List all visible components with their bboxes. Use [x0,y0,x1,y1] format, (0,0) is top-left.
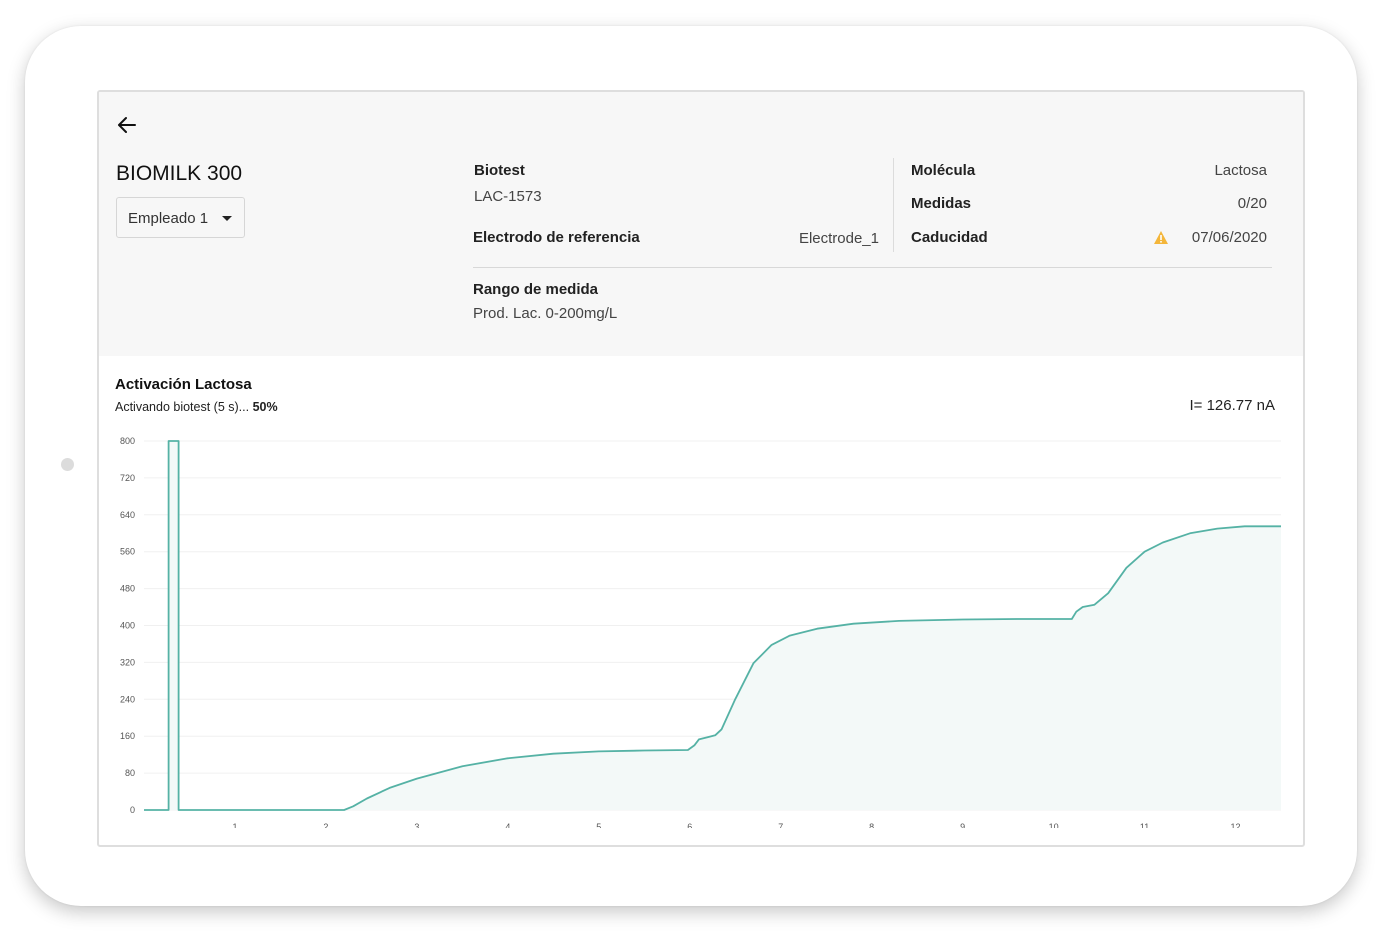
camera-dot [61,458,74,471]
header-panel: BIOMILK 300 Empleado 1 Biotest LAC-1573 … [99,92,1303,356]
y-tick-label: 480 [120,584,135,594]
x-tick-label: 11 [1140,822,1149,828]
x-tick-label: 3 [414,822,419,828]
activation-title: Activación Lactosa [115,376,252,393]
x-tick-label: 5 [596,822,601,828]
electrode-value: Electrode_1 [798,230,879,247]
range-value: Prod. Lac. 0-200mg/L [473,305,618,322]
vertical-divider [893,158,894,252]
y-tick-label: 80 [125,768,135,778]
employee-select-value: Empleado 1 [128,210,209,227]
expiry-label: Caducidad [911,229,988,246]
activation-progress: 50% [252,400,278,414]
x-tick-label: 8 [869,822,874,828]
measures-value: 0/20 [1237,195,1267,212]
y-tick-label: 800 [120,436,135,446]
y-tick-label: 560 [120,547,135,557]
series-line [144,440,1281,811]
x-tick-label: 6 [687,822,692,828]
range-label: Rango de medida [473,281,599,298]
molecule-label: Molécula [911,162,976,179]
current-readout: I= 126.77 nA [1189,397,1276,414]
x-tick-label: 9 [960,822,965,828]
x-tick-label: 10 [1049,822,1059,828]
electrode-label: Electrodo de referencia [473,229,640,246]
biotest-label: Biotest [474,162,525,179]
employee-select[interactable]: Empleado 1 [116,197,245,238]
caret-down-icon [222,216,232,221]
expiry-value: 07/06/2020 [1191,229,1267,246]
y-tick-label: 320 [120,657,135,667]
y-tick-label: 0 [130,805,135,815]
x-tick-label: 2 [323,822,328,828]
warning-icon [1154,231,1168,244]
y-tick-label: 400 [120,621,135,631]
measures-label: Medidas [911,195,972,212]
activation-status: Activando biotest (5 s)... 50% [115,400,278,414]
y-tick-label: 240 [120,694,135,704]
app-screen: BIOMILK 300 Empleado 1 Biotest LAC-1573 … [97,90,1305,847]
x-tick-label: 1 [232,822,237,828]
x-tick-label: 4 [505,822,510,828]
y-tick-label: 720 [120,473,135,483]
y-tick-label: 160 [120,731,135,741]
arrow-left-icon[interactable] [115,114,139,136]
biotest-value: LAC-1573 [474,188,542,205]
x-tick-label: 7 [778,822,783,828]
x-tick-label: 12 [1231,822,1241,828]
molecule-value: Lactosa [1214,162,1267,179]
series-area [144,441,1281,810]
device-title: BIOMILK 300 [116,162,243,185]
y-tick-label: 640 [120,510,135,520]
activation-status-text: Activando biotest (5 s)... [115,400,250,414]
horizontal-divider [473,267,1272,268]
